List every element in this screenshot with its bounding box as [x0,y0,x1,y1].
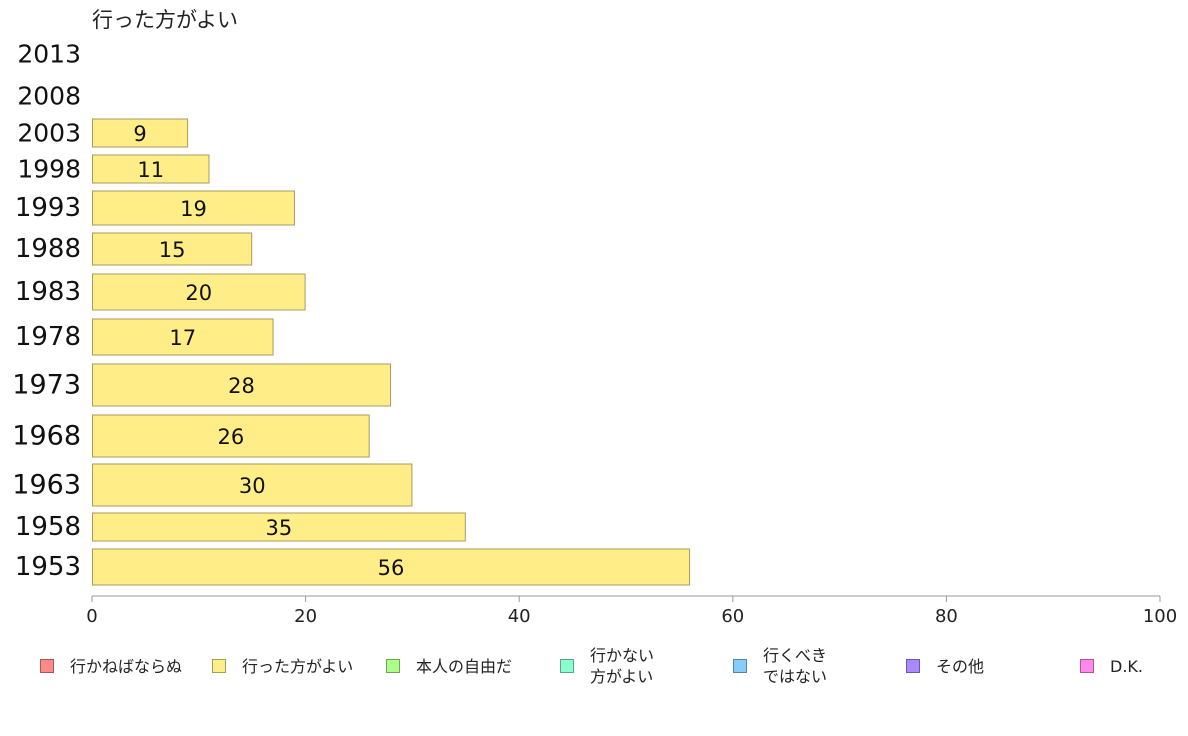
year-label: 1953 [15,552,81,582]
legend-label: 行くべき ではない [763,646,828,686]
bar-value-label: 9 [133,122,146,146]
legend-label: 行かない 方がよい [590,646,655,686]
year-label: 2013 [17,40,81,69]
x-tick-label: 20 [294,606,317,627]
bar[interactable] [92,154,210,184]
year-label: 1978 [15,322,81,352]
legend-item[interactable]: 行った方がよい [212,640,353,692]
bar[interactable] [92,190,295,226]
x-tick-label: 100 [1143,606,1177,627]
year-label: 1963 [12,470,81,501]
legend-swatch [386,659,400,673]
year-label: 1998 [17,155,81,184]
legend-item[interactable]: D.K. [1080,640,1143,692]
bar[interactable] [92,414,370,458]
legend-label: 行かねばならぬ [70,656,183,676]
year-label: 2008 [17,82,81,111]
x-tick-label: 0 [86,606,97,627]
legend-label: D.K. [1110,656,1143,676]
chart-title: 行った方がよい [92,8,238,32]
legend-swatch [1080,659,1094,673]
legend-item[interactable]: その他 [906,640,984,692]
year-labels: 2013 2008 2003 1998 1993 1988 1983 1978 1973 1968… [12,40,81,583]
legend-swatch [212,659,226,673]
year-label: 1958 [15,512,81,542]
bar[interactable] [92,363,392,407]
bar-value-label: 30 [239,474,266,498]
bar-value-label: 35 [266,516,293,540]
legend-label: その他 [936,656,985,676]
bar-value-label: 19 [180,197,207,221]
bar[interactable] [92,463,413,507]
bar-value-label: 28 [228,374,255,398]
legend-item[interactable]: 行くべき ではない [733,640,827,692]
bar-value-label: 56 [378,556,405,580]
year-label: 1988 [15,234,81,264]
bar[interactable] [92,273,306,311]
legend-swatch [906,659,920,673]
bar-value-label: 17 [169,326,196,350]
x-tick-label: 80 [935,606,958,627]
legend-swatch [560,659,574,673]
year-label: 2003 [17,119,81,148]
year-label: 1968 [12,421,81,452]
year-label: 1993 [15,193,81,223]
bar[interactable] [92,232,253,266]
legend-label: 行った方がよい [242,656,354,676]
legend-label: 本人の自由だ [416,656,513,676]
x-axis: 0 20 40 60 80 100 [86,595,1177,627]
x-tick-label: 40 [508,606,531,627]
legend: 行かねばならぬ 行った方がよい 本人の自由だ 行かない 方がよい 行くべき では… [0,640,1188,700]
bar-value-label: 15 [159,238,186,262]
bar-value-label: 11 [137,158,164,182]
legend-item[interactable]: 本人の自由だ [386,640,512,692]
legend-item[interactable]: 行かねばならぬ [40,640,182,692]
legend-swatch [733,659,747,673]
bar[interactable] [92,118,189,148]
legend-swatch [40,659,54,673]
bar-value-label: 26 [217,425,244,449]
bar[interactable] [92,318,274,356]
year-label: 1973 [12,370,81,401]
bar-value-label: 20 [185,281,212,305]
bar[interactable] [92,512,466,542]
legend-item[interactable]: 行かない 方がよい [560,640,654,692]
bar[interactable] [92,548,691,586]
x-tick-label: 60 [721,606,744,627]
year-label: 1983 [15,277,81,307]
